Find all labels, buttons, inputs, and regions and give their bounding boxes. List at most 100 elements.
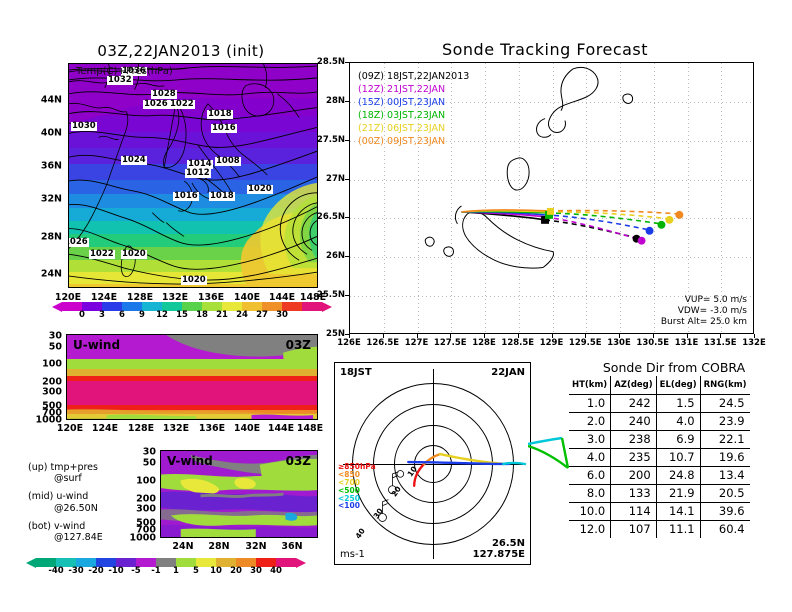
axis-tick xyxy=(345,62,349,63)
annotation-item: (bot) v-wind @127.84E xyxy=(28,521,103,543)
legend-tag: (09Z) xyxy=(358,71,385,82)
colorbar-segment xyxy=(236,558,256,567)
tracking-lon-tick: 132E xyxy=(742,338,766,348)
surface-field-label: Temp(C)+Pres(hPa) xyxy=(76,66,173,77)
grid-line-horizontal xyxy=(350,218,753,220)
lon-tick: 136E xyxy=(197,292,225,303)
vdw-value: VDW= -3.0 m/s xyxy=(677,306,747,317)
colorbar-tick: 10 xyxy=(210,566,222,576)
tracking-lon-tick: 126.5E xyxy=(366,338,400,348)
lat-tick: 44N xyxy=(40,94,62,106)
colorbar-tick: 5 xyxy=(193,566,199,576)
tracking-lat-tick: 26.5N xyxy=(316,212,345,223)
lat-tick: 28N xyxy=(208,541,230,552)
uwind-contour-shading xyxy=(67,335,317,419)
tracking-lon-tick: 126E xyxy=(337,338,361,348)
vup-value: VUP= 5.0 m/s xyxy=(684,295,747,306)
axis-tick xyxy=(652,334,654,338)
axis-tick xyxy=(345,178,349,180)
axis-tick xyxy=(619,334,620,338)
table-cell: 238 xyxy=(610,429,657,449)
table-cell: 11.1 xyxy=(655,519,701,538)
table-cell: 23.9 xyxy=(699,411,750,431)
table-cell: 14.1 xyxy=(655,501,701,521)
table-row[interactable]: 10.0 114 14.1 39.6 xyxy=(569,501,750,521)
table-cell: 107 xyxy=(610,519,657,538)
surface-chart-title: 03Z,22JAN2013 (init) xyxy=(97,42,265,60)
tracking-lat-tick: 28.5N xyxy=(316,57,345,67)
table-cell: 19.6 xyxy=(699,447,750,467)
colorbar-right-arrow xyxy=(296,558,306,568)
colorbar-tick: 24 xyxy=(236,310,248,320)
table-row[interactable]: 1.0 242 1.5 24.5 xyxy=(569,393,750,413)
colorbar-segment xyxy=(116,558,136,567)
annotation-sub: @surf xyxy=(54,473,82,485)
tracking-lon-tick: 127.5E xyxy=(433,338,467,348)
table-cell: 2.0 xyxy=(569,411,612,431)
colorbar-right-arrow xyxy=(322,302,332,312)
axis-tick xyxy=(345,295,349,297)
colorbar-segment xyxy=(242,302,262,311)
table-cell: 4.0 xyxy=(655,411,701,431)
legend-tag: (18Z) xyxy=(358,110,385,121)
annotation-sub: @26.50N xyxy=(54,502,98,514)
sonde-direction-table[interactable]: HT(km) AZ(deg) EL(deg) RNG(km) 1.0 242 1.5 24.… xyxy=(569,376,750,538)
table-cell: 1.0 xyxy=(569,393,612,413)
colorbar-segment xyxy=(62,302,82,311)
legend-text: 21JST,22JAN xyxy=(387,84,446,95)
colorbar-segment xyxy=(76,558,96,567)
lon-tick: 136E xyxy=(198,423,226,434)
colorbar-tick: -5 xyxy=(131,566,141,576)
isobar-label: 1024 xyxy=(121,155,147,165)
annotation-item: (mid) u-wind @26.50N xyxy=(28,491,103,513)
isobar-label: 1028 xyxy=(151,89,177,99)
colorbar-segment xyxy=(36,558,56,567)
legend-tag: (12Z) xyxy=(358,84,385,95)
legend-tag: (00Z) xyxy=(358,136,385,147)
colorbar-tick: 12 xyxy=(156,310,168,320)
uwind-cross-section[interactable]: U-wind 03Z xyxy=(66,334,318,420)
table-row[interactable]: 6.0 200 24.8 13.4 xyxy=(569,465,750,485)
tracking-lon-tick: 128E xyxy=(472,338,496,348)
table-row[interactable]: 8.0 133 21.9 20.5 xyxy=(569,483,750,503)
island-coastlines xyxy=(424,66,634,269)
grid-line-vertical xyxy=(485,63,486,333)
colorbar-segment xyxy=(262,302,282,311)
colorbar-segment xyxy=(276,558,296,567)
legend-item-18z: (18Z) 03JST,23JAN xyxy=(358,110,445,121)
legend-item-12z: (12Z) 21JST,22JAN xyxy=(358,84,445,95)
table-row[interactable]: 2.0 240 4.0 23.9 xyxy=(569,411,750,431)
colorbar-segment xyxy=(176,558,196,567)
vwind-cross-section[interactable]: V-wind 03Z xyxy=(160,450,318,538)
isobar-label: 1030 xyxy=(71,121,97,131)
table-cell: 242 xyxy=(610,393,657,413)
grid-line-horizontal xyxy=(350,140,753,142)
table-cell: 24.5 xyxy=(699,393,750,413)
table-row[interactable]: 12.0 107 11.1 60.4 xyxy=(569,519,750,538)
annotation-head: (up) tmp+pres xyxy=(28,462,98,473)
sonde-tracking-map[interactable]: (09Z) 18JST,22JAN2013 (12Z) 21JST,22JAN … xyxy=(349,62,754,334)
isobar-label: 1016 xyxy=(173,191,199,201)
grid-line-vertical xyxy=(417,63,419,333)
grid-line-horizontal xyxy=(350,296,753,298)
axis-tick xyxy=(382,334,384,338)
surface-map[interactable]: 1036 1032 1028 1026 1022 1030 1024 1018 … xyxy=(68,63,318,288)
table-row[interactable]: 3.0 238 6.9 22.1 xyxy=(569,429,750,449)
lon-tick: 120E xyxy=(54,292,82,303)
isobar-label: 1026 xyxy=(143,99,169,109)
p-tick: 200 xyxy=(42,376,62,388)
hodograph[interactable]: 18JST 22JAN 26.5N 127.875E ms-1 10 20 30… xyxy=(334,362,531,565)
colorbar-tick: 21 xyxy=(216,310,228,320)
colorbar-tick: 9 xyxy=(139,310,145,320)
table-cell: 8.0 xyxy=(569,483,612,503)
plevel-500: <500 xyxy=(338,485,360,495)
table-cell: 6.9 xyxy=(655,429,701,449)
p-tick: 700 xyxy=(42,407,62,419)
lon-tick: 124E xyxy=(91,423,119,434)
table-row[interactable]: 4.0 235 10.7 19.6 xyxy=(569,447,750,467)
tracking-lon-tick: 130E xyxy=(607,338,631,348)
annotation-item: (up) tmp+pres @surf xyxy=(28,462,103,484)
axis-tick xyxy=(754,334,755,338)
grid-line-horizontal xyxy=(350,179,753,181)
lon-tick: 144E xyxy=(267,423,295,434)
